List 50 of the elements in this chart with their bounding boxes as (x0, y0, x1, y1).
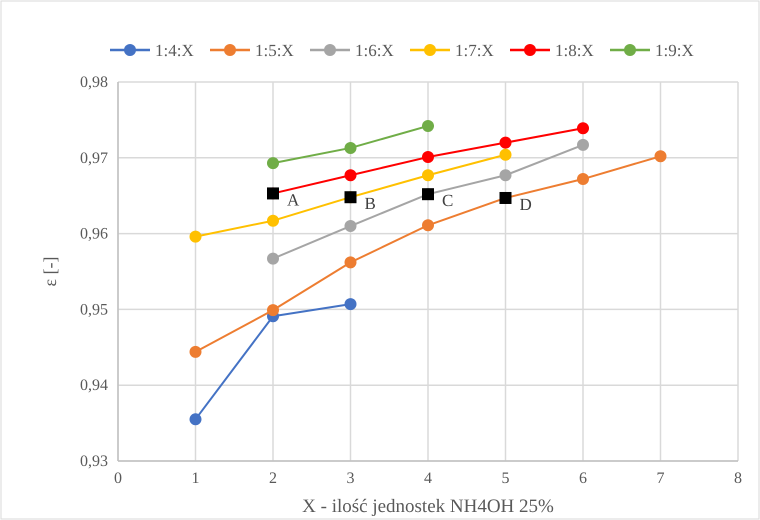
point (267, 304, 279, 316)
point (344, 220, 356, 232)
point (344, 298, 356, 310)
point (422, 169, 434, 182)
x-axis-title: X - ilość jednostek NH4OH 25% (302, 496, 554, 517)
annotation: C (442, 191, 454, 210)
x-tick-label: 4 (424, 470, 432, 487)
legend-label: 1:8:X (555, 41, 594, 60)
y-tick-label: 0,98 (80, 74, 108, 91)
point (422, 120, 434, 132)
point (577, 173, 589, 186)
y-tick-label: 0,97 (80, 150, 108, 167)
point (577, 122, 589, 134)
point (422, 151, 434, 164)
y-axis-title: ε [-] (40, 256, 60, 287)
x-tick-label: 1 (192, 470, 200, 487)
legend-label: 1:6:X (355, 41, 394, 60)
y-tick-label: 0,93 (80, 453, 108, 470)
legend-label: 1:9:X (655, 41, 694, 60)
point (422, 219, 434, 232)
point (500, 136, 512, 149)
point (344, 169, 356, 182)
point (190, 230, 202, 243)
point (267, 157, 279, 170)
legend-label: 1:5:X (255, 41, 294, 60)
y-tick-label: 0,96 (80, 226, 108, 243)
point (344, 142, 356, 154)
point (267, 214, 279, 227)
x-tick-label: 6 (579, 470, 587, 487)
annotation: D (520, 194, 532, 214)
point (500, 169, 512, 182)
legend-label: 1:7:X (455, 41, 494, 60)
point (500, 148, 512, 161)
y-tick-label: 0,95 (80, 301, 108, 318)
x-tick-label: 3 (346, 470, 354, 487)
point (654, 150, 666, 162)
x-tick-label: 5 (502, 470, 510, 487)
annotation: A (287, 190, 300, 210)
point (577, 138, 589, 151)
y-tick-label: 0,94 (80, 377, 108, 394)
legend-label: 1:4:X (155, 41, 194, 60)
point (344, 256, 356, 268)
x-tick-label: 2 (269, 470, 277, 487)
x-tick-label: 0 (114, 470, 122, 487)
point (267, 252, 279, 265)
annotation: B (364, 194, 376, 214)
point (190, 413, 202, 426)
x-tick-label: 7 (656, 470, 664, 487)
x-tick-label: 8 (734, 470, 742, 487)
point (190, 346, 202, 358)
